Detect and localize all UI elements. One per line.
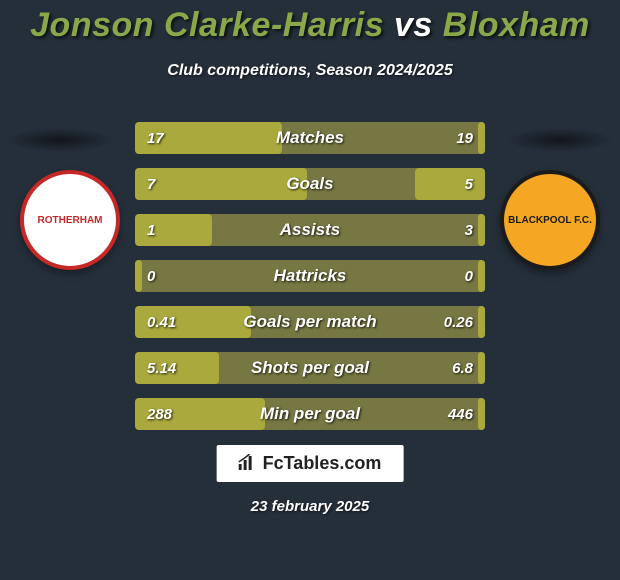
crest-shadow-left <box>5 128 115 152</box>
stat-label: Assists <box>135 214 485 246</box>
stat-row: Goals per match0.410.26 <box>135 306 485 338</box>
stat-value-left: 7 <box>135 168 167 200</box>
stat-value-left: 17 <box>135 122 176 154</box>
stat-label: Goals <box>135 168 485 200</box>
stat-value-right: 6.8 <box>440 352 485 384</box>
branding-badge: FcTables.com <box>217 445 404 482</box>
stat-value-left: 288 <box>135 398 184 430</box>
stat-value-right: 0 <box>453 260 485 292</box>
stat-value-left: 0 <box>135 260 167 292</box>
title-right: Bloxham <box>443 6 590 44</box>
stat-value-right: 3 <box>453 214 485 246</box>
stat-row: Matches17 19 <box>135 122 485 154</box>
subtitle: Club competitions, Season 2024/2025 <box>0 62 620 80</box>
stat-row: Shots per goal5.146.8 <box>135 352 485 384</box>
crest-right: BLACKPOOL F.C. <box>500 170 600 270</box>
stat-label: Matches <box>135 122 485 154</box>
branding-text: FcTables.com <box>263 453 382 474</box>
stat-value-right: 19 <box>444 122 485 154</box>
stat-value-right: 446 <box>436 398 485 430</box>
stat-value-right: 0.26 <box>432 306 485 338</box>
chart-icon <box>239 454 257 474</box>
stat-row: Goals7 5 <box>135 168 485 200</box>
stat-value-left: 0.41 <box>135 306 188 338</box>
stat-value-left: 5.14 <box>135 352 188 384</box>
stat-row: Min per goal288 446 <box>135 398 485 430</box>
page-title: Jonson Clarke-Harris vs Bloxham <box>0 6 620 45</box>
crest-shadow-right <box>505 128 615 152</box>
crest-right-label: BLACKPOOL F.C. <box>508 215 592 226</box>
stat-row: Hattricks0 0 <box>135 260 485 292</box>
stat-value-left: 1 <box>135 214 167 246</box>
stat-label: Hattricks <box>135 260 485 292</box>
stats-container: Matches17 19 Goals7 5 Assists1 3 Hattricks0 0 Go… <box>135 122 485 444</box>
date-label: 23 february 2025 <box>0 498 620 515</box>
crest-left-label: ROTHERHAM <box>38 215 103 226</box>
stat-label: Min per goal <box>135 398 485 430</box>
crest-left: ROTHERHAM <box>20 170 120 270</box>
title-vs: vs <box>384 6 443 44</box>
stat-row: Assists1 3 <box>135 214 485 246</box>
stat-value-right: 5 <box>453 168 485 200</box>
title-left: Jonson Clarke-Harris <box>30 6 384 44</box>
